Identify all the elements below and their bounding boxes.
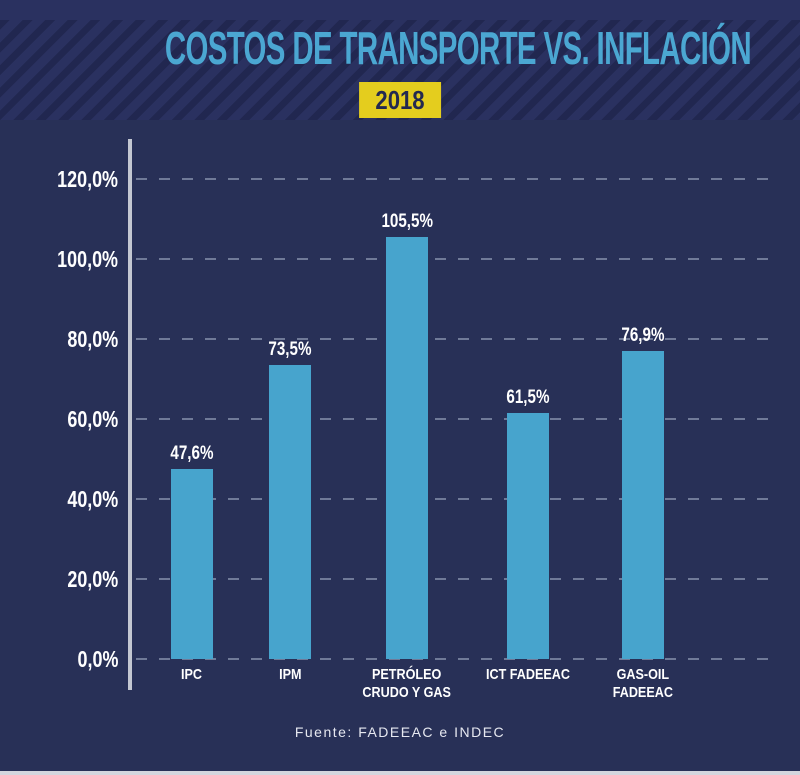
category-label-text: IPM [278,666,302,683]
category-label-text: GAS-OIL FADEEAC [612,666,674,701]
y-axis-line [128,139,132,690]
category-label-text: PETRÓLEO CRUDO Y GAS [362,666,452,701]
gridline-40,0% [136,498,772,500]
bar-value-label: 61,5% [468,386,588,410]
page-title-text: COSTOS DE TRANSPORTE VS. INFLACIÓN [164,22,752,74]
bar-value-text: 61,5% [506,387,550,408]
gridline-100,0% [136,258,772,260]
bar-value-text: 73,5% [268,339,312,360]
y-tick-label: 20,0% [0,565,118,593]
category-label-text: IPC [181,666,203,683]
category-label: PETRÓLEO CRUDO Y GAS [337,666,477,702]
bar-GAS-OIL FADEEAC [622,351,664,659]
y-tick-label: 60,0% [0,405,118,433]
y-tick-label: 100,0% [0,245,118,273]
bottom-edge-strip [0,771,800,775]
gridline-80,0% [136,338,772,340]
y-tick-label-text: 40,0% [67,486,118,512]
y-tick-label-text: 120,0% [57,166,118,192]
year-badge-text: 2018 [375,85,425,115]
year-badge: 2018 [359,82,441,118]
category-label: IPC [122,666,262,684]
y-tick-label-text: 80,0% [67,326,118,352]
y-tick-label-text: 20,0% [67,566,118,592]
category-label-text: ICT FADEEAC [485,666,570,683]
gridline-120,0% [136,178,772,180]
category-label: GAS-OIL FADEEAC [573,666,713,702]
bar-IPC [171,469,213,659]
bar-value-text: 47,6% [170,443,214,464]
bar-value-text: 76,9% [621,325,665,346]
source-caption: Fuente: FADEEAC e INDEC [294,724,506,740]
bar-value-label: 73,5% [230,338,350,362]
gridline-0,0% [136,658,772,660]
gridline-60,0% [136,418,772,420]
bar-ICT FADEEAC [507,413,549,659]
bar-PETRÓLEO CRUDO Y GAS [386,237,428,659]
bar-IPM [269,365,311,659]
bar-value-label: 47,6% [132,442,252,466]
y-tick-label: 80,0% [0,325,118,353]
bar-value-label: 105,5% [347,210,467,234]
header-banner: COSTOS DE TRANSPORTE VS. INFLACIÓN 2018 [0,0,800,120]
y-tick-label-text: 60,0% [67,406,118,432]
y-tick-label: 0,0% [0,645,118,673]
y-tick-label: 40,0% [0,485,118,513]
gridline-20,0% [136,578,772,580]
y-tick-label: 120,0% [0,165,118,193]
category-label: ICT FADEEAC [458,666,598,684]
page-title: COSTOS DE TRANSPORTE VS. INFLACIÓN [0,22,800,86]
bar-value-label: 76,9% [583,324,703,348]
y-tick-label-text: 100,0% [57,246,118,272]
y-tick-label-text: 0,0% [77,646,118,672]
category-label: IPM [220,666,360,684]
bar-value-text: 105,5% [381,211,433,232]
